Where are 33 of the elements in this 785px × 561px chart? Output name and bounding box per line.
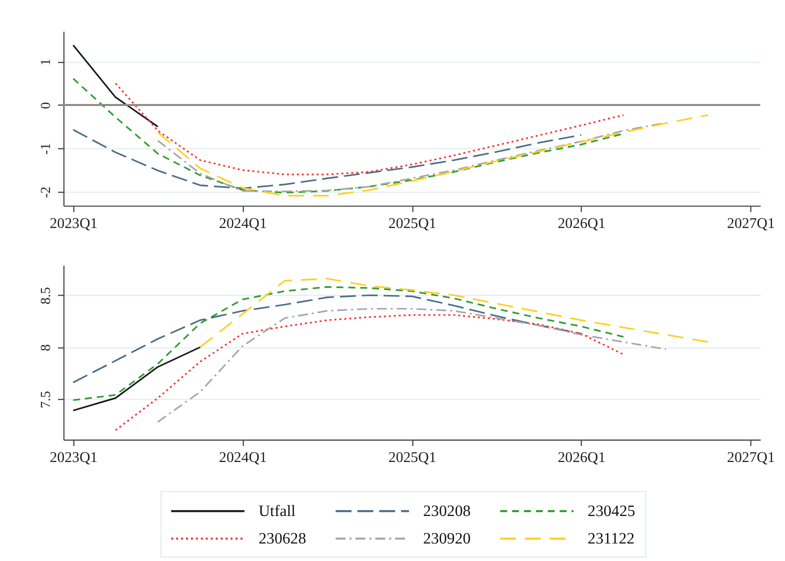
y-tick-label: 0 <box>39 102 54 109</box>
line-series <box>114 82 624 176</box>
y-tick-label: 1 <box>39 58 54 66</box>
x-tick-label: 2023Q1 <box>50 216 98 232</box>
line-series <box>157 114 709 196</box>
line-series <box>114 314 624 432</box>
line-series <box>199 278 709 348</box>
y-tick-label: 8.5 <box>39 287 54 304</box>
x-tick-label: 2024Q1 <box>219 450 267 466</box>
x-tick-label: 2026Q1 <box>558 450 606 466</box>
x-tick-label: 2027Q1 <box>727 216 775 232</box>
legend-label: 231122 <box>588 530 635 548</box>
line-series <box>72 346 201 412</box>
y-tick-label: -2 <box>39 186 54 198</box>
legend-label: 230628 <box>258 530 306 548</box>
x-tick-label: 2023Q1 <box>50 450 98 466</box>
y-tick-label: 8 <box>39 344 54 352</box>
legend-label: Utfall <box>258 503 296 520</box>
line-series <box>72 286 624 401</box>
line-series <box>157 308 667 423</box>
line-series <box>157 122 667 192</box>
legend-label: 230425 <box>588 503 636 520</box>
legend-label: 230920 <box>423 530 471 548</box>
x-tick-label: 2027Q1 <box>727 450 775 466</box>
x-tick-label: 2025Q1 <box>388 216 436 232</box>
x-tick-label: 2025Q1 <box>388 450 436 466</box>
x-tick-label: 2024Q1 <box>219 216 267 232</box>
y-tick-label: -1 <box>39 143 54 155</box>
line-series <box>72 294 582 384</box>
line-series <box>72 128 582 190</box>
legend-label: 230208 <box>423 503 471 520</box>
y-tick-label: 7.5 <box>39 390 54 408</box>
x-tick-label: 2026Q1 <box>558 216 606 232</box>
